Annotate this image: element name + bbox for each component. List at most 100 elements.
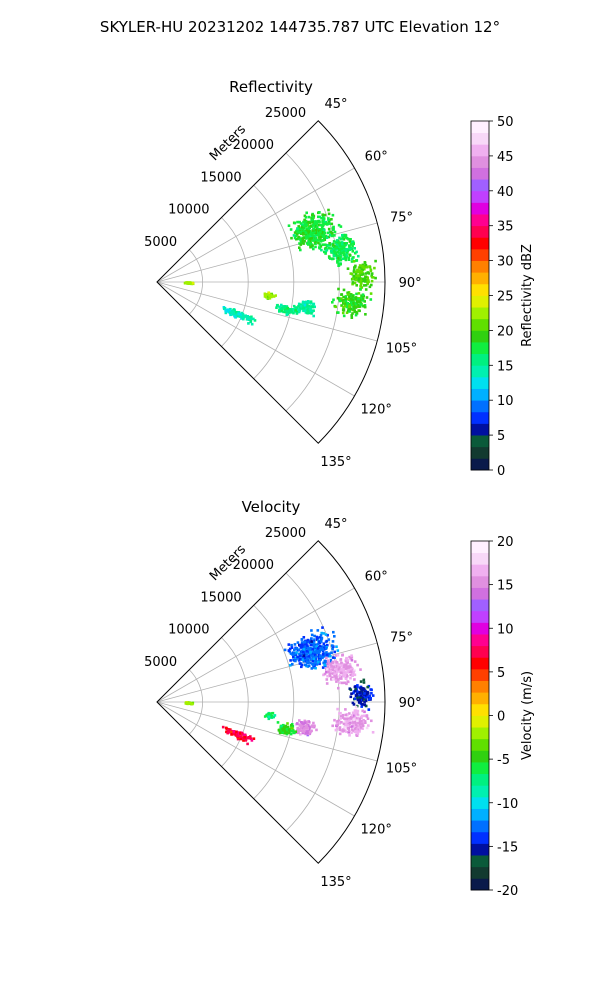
velocity-echo-pixel [346, 724, 349, 727]
velocity-echo-pixel [340, 667, 343, 670]
velocity-echo-pixel [315, 635, 319, 639]
reflectivity-echo-pixel [327, 235, 331, 239]
reflectivity-echo-pixel [321, 243, 324, 246]
reflectivity-echo-pixel [310, 237, 314, 240]
velocity-colorbar-segment [471, 715, 489, 728]
reflectivity-echo-pixel [275, 304, 279, 307]
velocity-echo-pixel [330, 665, 333, 668]
velocity-echo-pixel [353, 673, 357, 677]
reflectivity-echo-pixel [345, 305, 348, 309]
reflectivity-echo-pixel [350, 297, 354, 300]
reflectivity-echo-pixel [342, 295, 345, 299]
velocity-echo-pixel [351, 674, 354, 677]
velocity-echo-pixel [326, 643, 329, 647]
reflectivity-echo-pixel [358, 271, 362, 275]
velocity-echo-pixel [335, 680, 338, 683]
velocity-echo-pixel [363, 703, 366, 707]
reflectivity-echo-pixel [361, 266, 364, 269]
velocity-echo-pixel [340, 663, 344, 667]
reflectivity-echo-pixel [347, 305, 351, 308]
velocity-echo-pixel [337, 719, 341, 722]
reflectivity-echo-pixel [292, 311, 295, 315]
velocity-echo-pixel [297, 657, 300, 661]
reflectivity-echo-pixel [336, 259, 339, 263]
velocity-echo-pixel [332, 660, 336, 664]
reflectivity-echo-pixel [354, 313, 358, 317]
velocity-echo-pixel [371, 694, 375, 697]
velocity-echo-pixel [356, 684, 359, 687]
reflectivity-echo-pixel [290, 310, 294, 314]
reflectivity-echo-pixel [341, 299, 345, 302]
velocity-echo-pixel [353, 709, 357, 712]
velocity-echo-pixel [356, 698, 360, 702]
reflectivity-echo-pixel [222, 307, 226, 311]
velocity-echo-pixel [295, 651, 298, 654]
reflectivity-echo-pixel [344, 297, 347, 300]
velocity-echo-pixel [354, 713, 358, 716]
reflectivity-echo-pixel [363, 261, 367, 264]
velocity-echo-pixel [294, 656, 297, 659]
reflectivity-echo-pixel [364, 275, 368, 279]
reflectivity-echo-pixel [308, 242, 311, 246]
reflectivity-echo-pixel [320, 234, 324, 237]
reflectivity-echo-pixel [339, 225, 343, 228]
reflectivity-echo-pixel [363, 300, 366, 303]
reflectivity-colorbar-segment [471, 237, 489, 250]
velocity-echo-pixel [358, 727, 362, 731]
reflectivity-theta-gridline [156, 167, 355, 283]
reflectivity-echo-pixel [343, 253, 346, 257]
velocity-echo-pixel [367, 724, 370, 727]
reflectivity-echo-pixel [321, 213, 324, 216]
reflectivity-echo-pixel [298, 237, 302, 240]
velocity-echo-pixel [292, 731, 295, 734]
reflectivity-echo-pixel [368, 265, 371, 268]
velocity-echo-pixel [305, 727, 309, 730]
velocity-colorbar: -20 -15 -10 -5 0 5 10 15 20 Velocity (m/s) [470, 535, 535, 899]
reflectivity-echo-pixel [331, 257, 334, 261]
reflectivity-echo-pixel [350, 301, 353, 305]
reflectivity-echo-pixel [307, 300, 310, 303]
reflectivity-echo-pixel [280, 307, 284, 310]
reflectivity-echo-pixel [295, 229, 298, 233]
reflectivity-echo-pixel [239, 313, 242, 316]
reflectivity-echo-pixel [320, 216, 323, 220]
reflectivity-echo-pixel [351, 281, 355, 284]
velocity-echo-pixel [331, 668, 335, 671]
velocity-echo-pixel [286, 725, 290, 729]
velocity-echo-pixel [318, 662, 321, 666]
velocity-echo-pixel [336, 668, 340, 671]
reflectivity-echo-pixel [301, 302, 305, 305]
reflectivity-colorbar-segment [471, 400, 489, 413]
velocity-colorbar-segment [471, 866, 489, 879]
velocity-echo-pixel [350, 672, 354, 676]
velocity-echo-pixel [317, 642, 320, 646]
velocity-colorbar-segment [471, 773, 489, 786]
reflectivity-echo-pixel [316, 233, 320, 237]
velocity-echo-pixel [326, 659, 330, 663]
velocity-echo-pixel [320, 631, 323, 635]
velocity-echo-pixel [298, 724, 302, 727]
velocity-echo-pixel [347, 729, 351, 732]
velocity-echo-pixel [350, 666, 354, 670]
reflectivity-echo-pixel [280, 303, 283, 307]
velocity-colorbar-segment [471, 552, 489, 565]
velocity-colorbar-tick-label: 15 [497, 579, 514, 594]
velocity-echo-pixel [356, 690, 359, 694]
velocity-echo-pixel [236, 734, 239, 738]
velocity-echo-pixel [310, 641, 313, 645]
reflectivity-colorbar-segment [471, 446, 489, 459]
reflectivity-echo-pixel [331, 213, 335, 217]
velocity-echo-pixel [361, 722, 364, 726]
velocity-echo-pixel [344, 677, 348, 680]
velocity-echo-pixel [364, 694, 367, 697]
velocity-echo-pixel [309, 653, 312, 657]
reflectivity-echo-pixel [338, 244, 342, 247]
velocity-echo-pixel [366, 685, 369, 689]
velocity-echo-pixel [351, 714, 354, 717]
velocity-colorbar-segment [471, 657, 489, 670]
velocity-echo-pixel [349, 676, 352, 680]
velocity-range-gridline [188, 669, 203, 735]
velocity-colorbar-segment [471, 855, 489, 868]
reflectivity-echo-pixel [361, 279, 365, 283]
reflectivity-echo-pixel [351, 277, 355, 280]
